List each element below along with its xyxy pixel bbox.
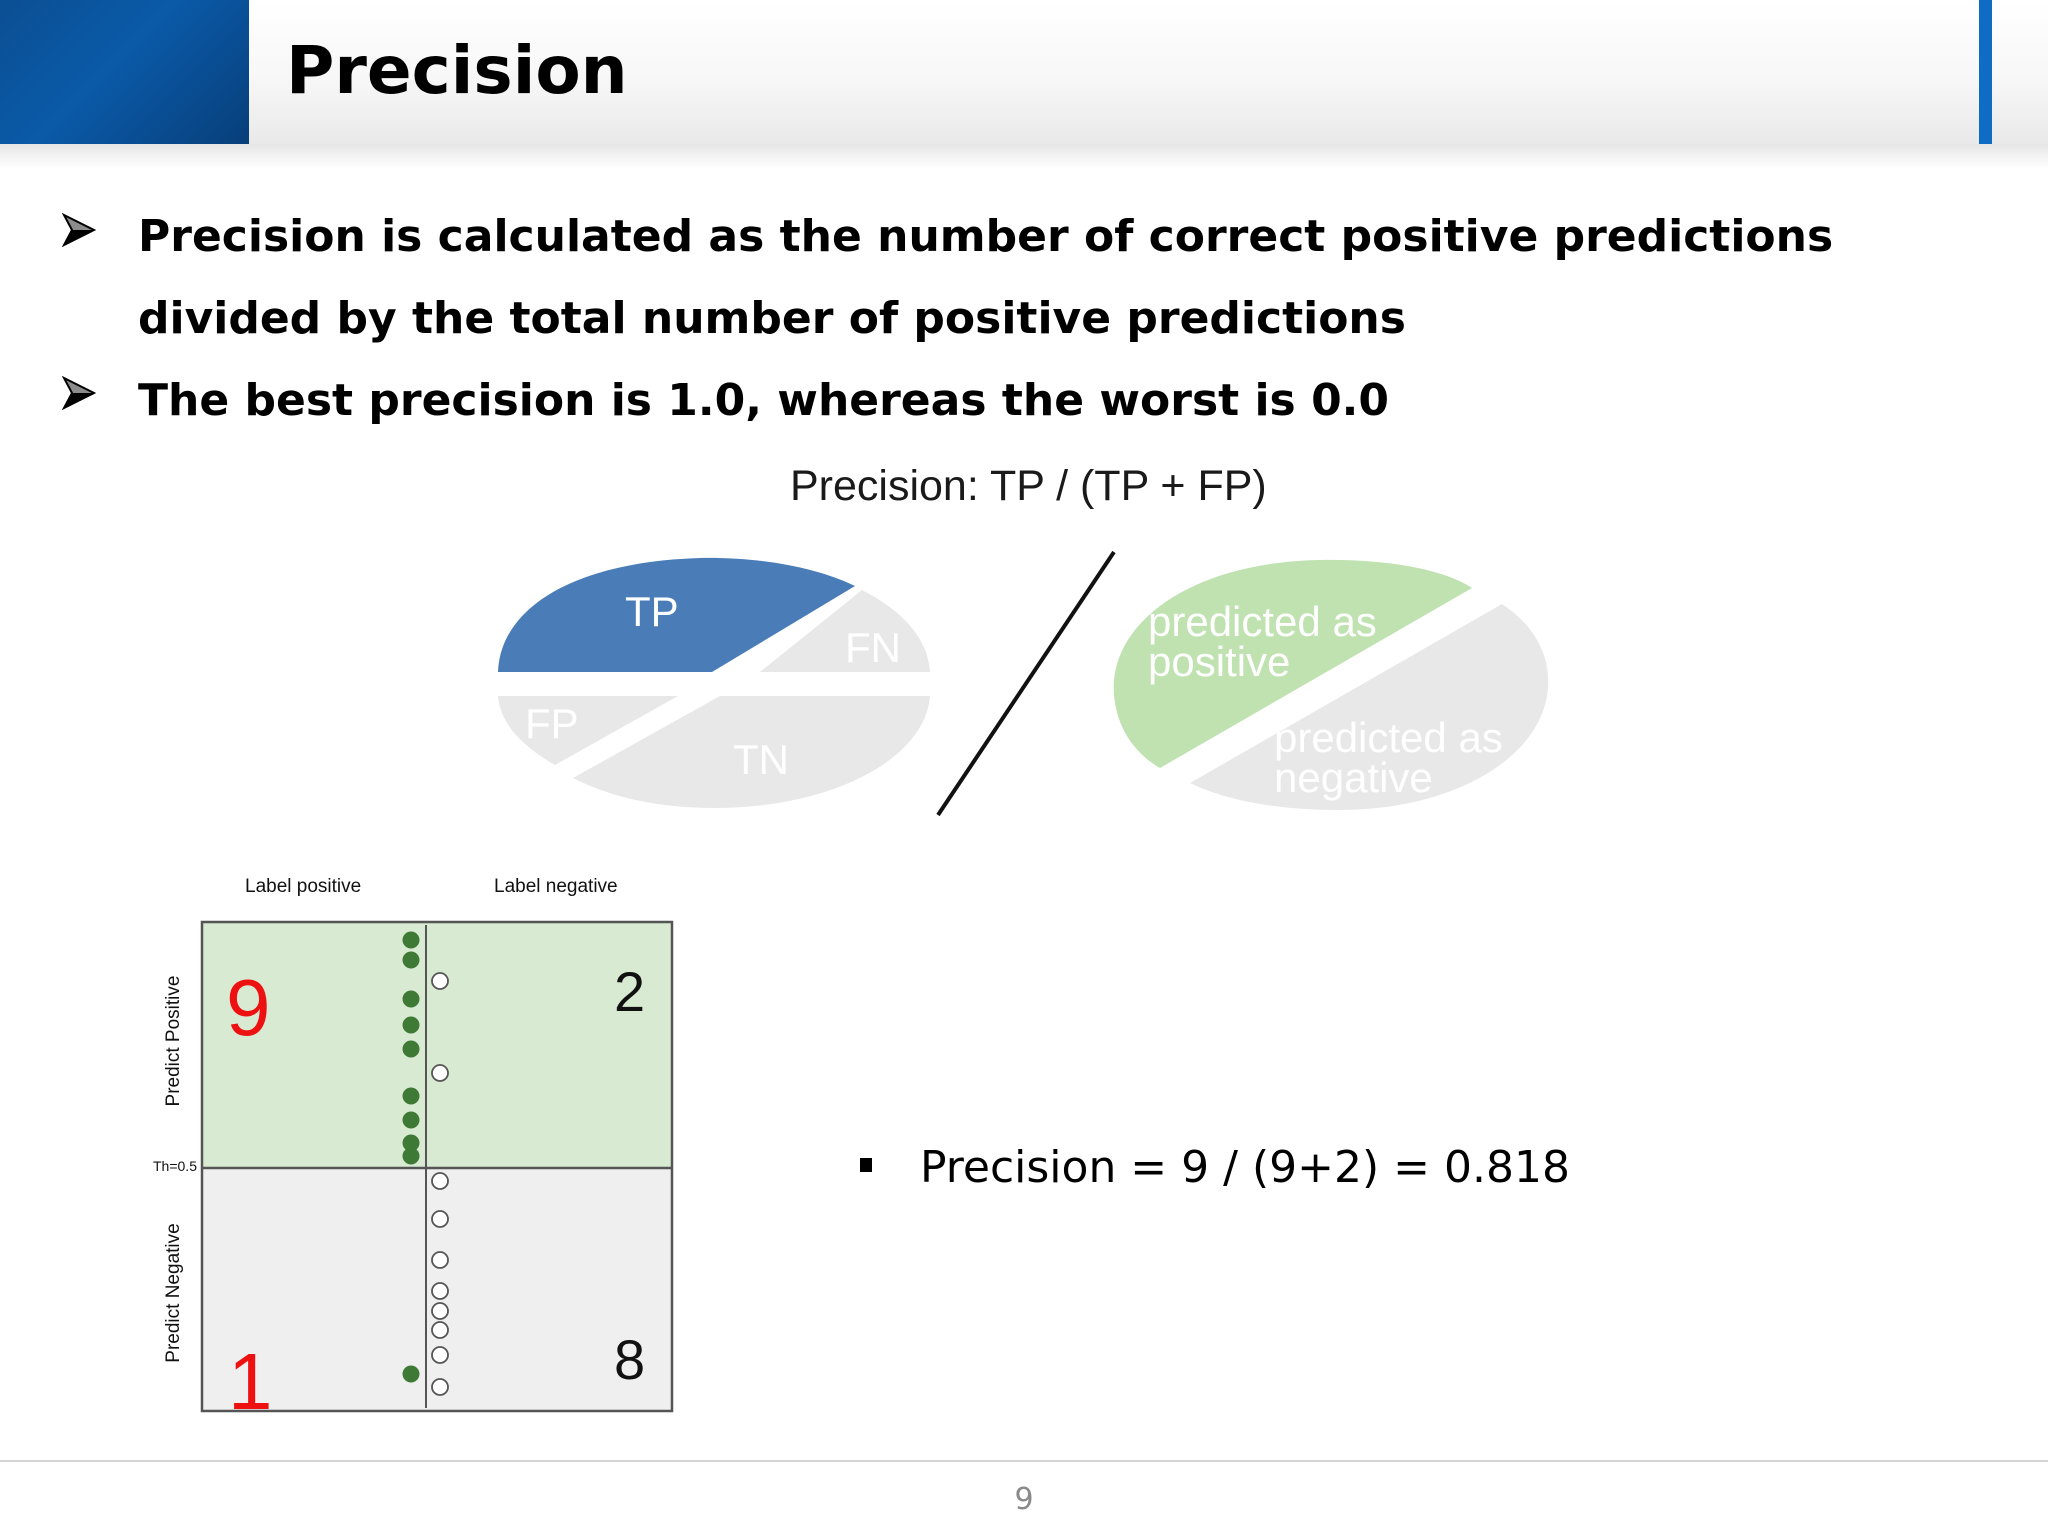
negative-sample-dot bbox=[431, 1346, 449, 1364]
sample-dots bbox=[402, 931, 449, 1396]
predicted-positive-label-line-2: positive bbox=[1148, 638, 1290, 685]
negative-sample-dot bbox=[431, 1302, 449, 1320]
division-slash bbox=[936, 550, 1116, 817]
arrow-bullet-icon bbox=[62, 376, 96, 410]
fn-label: FN bbox=[845, 624, 901, 671]
fp-count: 2 bbox=[614, 960, 646, 1023]
page-title: Precision bbox=[286, 32, 628, 109]
footer-divider bbox=[0, 1460, 2048, 1462]
fp-segment bbox=[498, 696, 678, 765]
tp-segment bbox=[498, 557, 855, 672]
predicted-positive-segment bbox=[1113, 559, 1472, 768]
predicted-positive-label-line-1: predicted as bbox=[1148, 598, 1377, 645]
positive-sample-dot bbox=[402, 1134, 420, 1152]
negative-sample-dot bbox=[431, 1282, 449, 1300]
col-label-positive: Label positive bbox=[245, 876, 362, 897]
row-label-predict-negative: Predict Negative bbox=[163, 1223, 184, 1363]
positive-sample-dot bbox=[402, 1040, 420, 1058]
negative-sample-dot bbox=[431, 1321, 449, 1339]
negative-sample-dot bbox=[431, 1378, 449, 1396]
tp-count: 9 bbox=[226, 963, 271, 1052]
row-label-predict-positive: Predict Positive bbox=[163, 975, 184, 1107]
cell-predict-positive bbox=[202, 922, 672, 1168]
col-label-negative: Label negative bbox=[494, 876, 618, 897]
header-accent-block bbox=[0, 0, 249, 144]
tp-label: TP bbox=[625, 588, 679, 635]
tn-count: 8 bbox=[614, 1328, 646, 1391]
arrow-bullet-icon bbox=[62, 213, 96, 247]
positive-sample-dot bbox=[402, 990, 420, 1008]
confusion-grid bbox=[200, 920, 674, 1413]
positive-sample-dot bbox=[402, 1111, 420, 1129]
negative-sample-dot bbox=[431, 1172, 449, 1190]
header-shadow bbox=[0, 144, 2048, 168]
positive-sample-dot bbox=[402, 1365, 420, 1383]
positive-sample-dot bbox=[402, 1087, 420, 1105]
positive-sample-dot bbox=[402, 1016, 420, 1034]
square-bullet-icon bbox=[860, 1158, 872, 1172]
header-right-accent-bar bbox=[1979, 0, 1992, 144]
positive-sample-dot bbox=[402, 951, 420, 969]
header-band bbox=[0, 0, 2048, 144]
negative-sample-dot bbox=[431, 972, 449, 990]
fn-segment bbox=[760, 590, 930, 672]
negative-sample-dot bbox=[431, 1064, 449, 1082]
page-number: 9 bbox=[1014, 1482, 1034, 1517]
formula-title: Precision: TP / (TP + FP) bbox=[790, 462, 1267, 510]
grid-border bbox=[200, 920, 674, 1413]
threshold-label: Th=0.5 bbox=[153, 1158, 197, 1174]
bullet-text-1-continued: divided by the total number of positive … bbox=[138, 293, 1406, 344]
negative-sample-dot bbox=[431, 1210, 449, 1228]
negative-sample-dot bbox=[431, 1251, 449, 1269]
predicted-negative-segment bbox=[1190, 604, 1549, 810]
bullet-text-2: The best precision is 1.0, whereas the w… bbox=[138, 375, 1390, 426]
predicted-negative-label-line-2: negative bbox=[1274, 754, 1433, 801]
tn-segment bbox=[573, 696, 930, 808]
predicted-negative-label-line-1: predicted as bbox=[1274, 714, 1503, 761]
bullet-text-1: Precision is calculated as the number of… bbox=[138, 211, 1834, 262]
positive-sample-dot bbox=[402, 1147, 420, 1165]
positive-sample-dot bbox=[402, 931, 420, 949]
fn-count: 1 bbox=[228, 1337, 273, 1426]
precision-result: Precision = 9 / (9+2) = 0.818 bbox=[920, 1142, 1570, 1193]
fp-label: FP bbox=[525, 700, 579, 747]
tn-label: TN bbox=[733, 736, 789, 783]
